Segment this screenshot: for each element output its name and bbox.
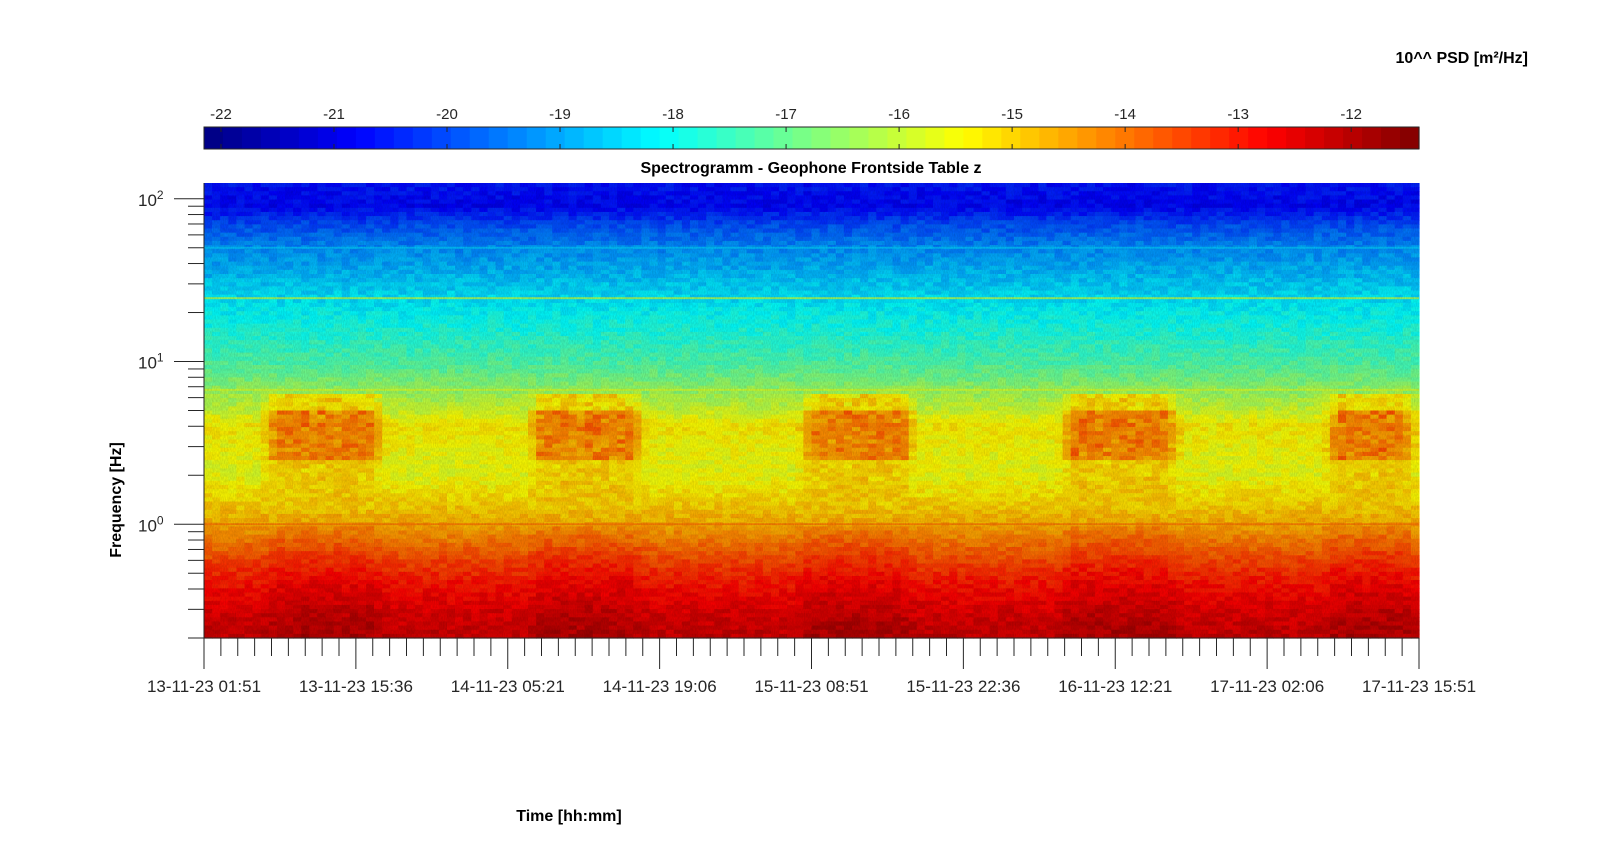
colorbar-segment: [792, 127, 813, 149]
colorbar-segment: [963, 127, 983, 149]
colorbar-label: 10^^ PSD [m²/Hz]: [1396, 50, 1528, 67]
colorbar-segment: [450, 127, 471, 149]
colorbar-tick-label: -20: [436, 106, 458, 123]
colorbar-segment: [621, 127, 642, 149]
colorbar-segment: [564, 127, 585, 149]
colorbar-segment: [1248, 127, 1268, 149]
colorbar-segment: [602, 127, 623, 149]
colorbar-segment: [526, 127, 547, 149]
colorbar-tick-label: -15: [1001, 106, 1023, 123]
colorbar-segment: [469, 127, 490, 149]
colorbar-segment: [1324, 127, 1344, 149]
colorbar-segment: [298, 127, 319, 149]
colorbar-segment: [1058, 127, 1078, 149]
colorbar-segment: [241, 127, 262, 149]
colorbar-segment: [1400, 127, 1420, 149]
colorbar-segment: [374, 127, 395, 149]
colorbar-segment: [1286, 127, 1306, 149]
colorbar-segment: [754, 127, 775, 149]
colorbar-segment: [1134, 127, 1154, 149]
colorbar-segment: [944, 127, 964, 149]
colorbar-segment: [640, 127, 661, 149]
colorbar-segment: [1191, 127, 1211, 149]
chart-title: Spectrogramm - Geophone Frontside Table …: [640, 160, 981, 177]
colorbar-segment: [222, 127, 243, 149]
colorbar-segment: [887, 127, 908, 149]
colorbar-segment: [336, 127, 357, 149]
colorbar-segment: [1020, 127, 1040, 149]
colorbar-tick-label: -17: [775, 106, 797, 123]
colorbar-tick-label: -18: [662, 106, 684, 123]
colorbar-tick-label: -14: [1114, 106, 1136, 123]
colorbar-segment: [697, 127, 718, 149]
colorbar-ticks: -22 -21 -20 -19 -18 -17 -16 -15 -14 -13 -12: [210, 106, 1362, 149]
colorbar-segment: [1229, 127, 1249, 149]
heatmap-plot: [204, 183, 1420, 639]
colorbar-segment: [1210, 127, 1230, 149]
colorbar-segment: [260, 127, 281, 149]
colorbar-segment: [1343, 127, 1363, 149]
colorbar-segment: [393, 127, 414, 149]
colorbar-segment: [1305, 127, 1325, 149]
colorbar-segment: [204, 127, 224, 149]
colorbar-segment: [431, 127, 452, 149]
colorbar-tick-label: -16: [888, 106, 910, 123]
colorbar-segment: [678, 127, 699, 149]
colorbar-segment: [1039, 127, 1059, 149]
colorbar-segment: [317, 127, 338, 149]
colorbar-segment: [716, 127, 737, 149]
colorbar-segment: [1381, 127, 1401, 149]
colorbar-segment: [982, 127, 1002, 149]
colorbar-segment: [1172, 127, 1192, 149]
colorbar-segment: [1001, 127, 1021, 149]
colorbar-segment: [279, 127, 300, 149]
colorbar-tick-label: -22: [210, 106, 232, 123]
colorbar-segment: [1096, 127, 1116, 149]
colorbar-segment: [1267, 127, 1287, 149]
colorbar-frame: [203, 126, 1420, 150]
colorbar-segment: [906, 127, 926, 149]
colorbar-segment: [1362, 127, 1382, 149]
colorbar-segment: [1153, 127, 1173, 149]
colorbar-segment: [849, 127, 870, 149]
colorbar-tick-label: -12: [1340, 106, 1362, 123]
colorbar: [203, 126, 1420, 150]
colorbar-segment: [412, 127, 433, 149]
colorbar-segment: [925, 127, 945, 149]
colorbar-tick-label: -21: [323, 106, 345, 123]
colorbar-segment: [1115, 127, 1135, 149]
colorbar-segment: [830, 127, 851, 149]
colorbar-segment: [1077, 127, 1097, 149]
colorbar-segment: [773, 127, 794, 149]
colorbar-segment: [583, 127, 604, 149]
colorbar-segment: [735, 127, 756, 149]
colorbar-segment: [355, 127, 376, 149]
colorbar-segment: [868, 127, 889, 149]
colorbar-segment: [488, 127, 509, 149]
colorbar-segment: [659, 127, 680, 149]
colorbar-tick-label: -19: [549, 106, 571, 123]
colorbar-tick-label: -13: [1227, 106, 1249, 123]
colorbar-segment: [545, 127, 566, 149]
colorbar-segment: [811, 127, 832, 149]
colorbar-segment: [507, 127, 528, 149]
